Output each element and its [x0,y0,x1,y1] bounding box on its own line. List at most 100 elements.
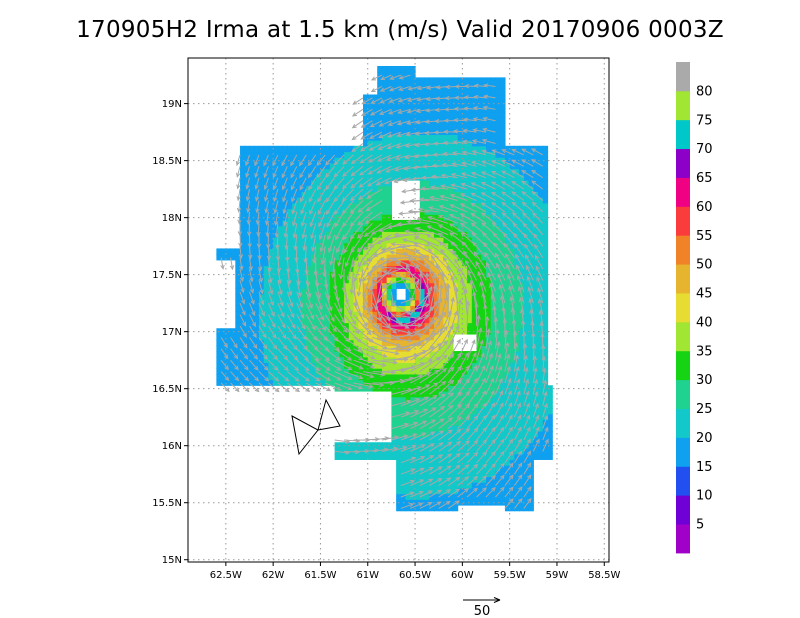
speed-cell [500,162,506,170]
speed-cell [504,504,511,512]
wind-vector [360,143,373,152]
speed-cell [471,254,478,261]
speed-cell [405,117,411,124]
wind-vector [266,223,269,237]
speed-cell [377,248,383,255]
speed-cell [429,436,435,443]
speed-cell [462,373,468,381]
wind-vector-head [379,265,385,270]
speed-cell [277,231,284,238]
speed-cell [287,185,293,193]
wind-vector-head [315,387,321,392]
speed-cell [410,71,416,78]
speed-cell [320,368,326,375]
speed-cell [372,311,378,318]
speed-cell [500,140,506,147]
speed-cell [400,299,407,307]
speed-cell [523,465,530,472]
speed-cell [528,219,534,227]
wind-vector [299,177,307,190]
speed-cell [452,396,459,403]
speed-cell [495,311,501,318]
wind-vector-head [272,185,278,191]
speed-cell [500,94,506,101]
wind-vector [268,359,279,371]
speed-cell [339,191,345,198]
speed-cell [500,442,506,449]
speed-cell [363,122,369,130]
speed-cell [301,237,307,244]
speed-cell [519,219,525,227]
wind-vector-head [328,306,333,312]
speed-cell [344,316,350,324]
speed-cell [424,122,430,130]
speed-cell [433,134,440,141]
speed-cell [415,487,421,495]
speed-cell [353,185,359,193]
speed-cell [225,333,232,341]
speed-cell [429,202,435,210]
speed-cell [457,225,463,232]
speed-cell [514,311,520,318]
wind-vector [362,359,386,367]
speed-cell [514,225,520,232]
speed-cell [509,396,515,403]
speed-cell [429,379,435,386]
speed-cell [344,288,350,295]
wind-vector-head [393,232,399,237]
speed-cell [495,487,501,495]
wind-vector-head [238,242,243,248]
speed-cell [254,242,260,250]
speed-cell [391,276,397,284]
speed-cell [509,408,515,415]
speed-cell [471,356,478,364]
wind-vector-head [267,267,272,273]
speed-cell [471,88,478,96]
speed-cell [490,248,497,255]
speed-cell [306,311,312,318]
wind-vector [267,325,277,339]
wind-vector-head [286,268,291,274]
speed-cell [486,180,492,187]
wind-vector [400,491,414,498]
wind-vector-head [393,178,399,184]
speed-cell [519,328,525,335]
speed-cell [528,482,534,489]
wind-vector-head [305,377,310,382]
speed-cell [500,339,506,346]
wind-vector-head [316,161,321,167]
speed-cell [481,134,487,141]
wind-vector [345,245,355,267]
speed-cell [542,339,549,346]
speed-cell [277,271,284,278]
speed-cell [500,276,506,284]
speed-cell [292,316,298,324]
speed-cell [263,174,270,181]
speed-cell [462,447,468,455]
wind-vector-head [264,376,270,382]
speed-cell [325,322,331,329]
speed-cell [372,122,378,130]
wind-vector [308,188,317,202]
speed-cell [296,311,303,318]
speed-cell [277,208,284,215]
speed-cell [386,373,393,381]
speed-cell [268,276,274,284]
speed-cell [377,174,383,181]
speed-cell [415,145,421,153]
speed-cell [538,362,544,369]
wind-vector-head [314,356,320,362]
wind-vector [310,223,317,239]
speed-cell [348,254,355,261]
speed-cell [244,237,251,244]
speed-cell [287,219,293,227]
speed-cell [225,339,232,346]
speed-cell [396,419,402,426]
speed-cell [339,294,345,301]
speed-cell [263,276,270,284]
wind-vector [367,257,392,276]
speed-cell [235,259,241,267]
speed-cell [410,447,416,455]
speed-cell [301,168,307,175]
speed-cell [533,362,539,369]
